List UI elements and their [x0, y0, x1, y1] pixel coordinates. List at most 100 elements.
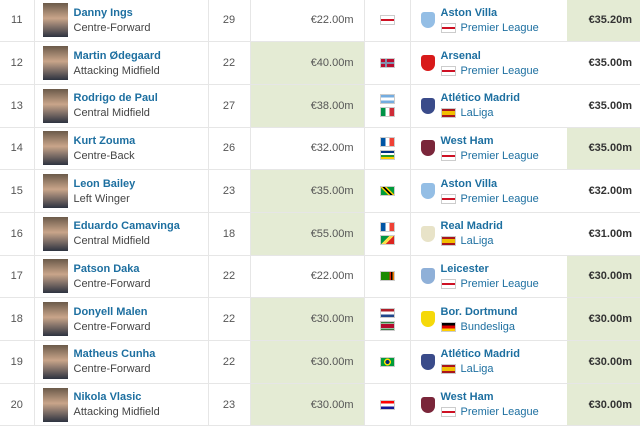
flag-netherlands-icon: [379, 307, 395, 318]
club-crest-icon[interactable]: [420, 140, 435, 157]
league-name[interactable]: Premier League: [460, 277, 539, 290]
flag-jamaica-icon: [379, 186, 395, 197]
player-name-link[interactable]: Eduardo Camavinga: [73, 220, 180, 233]
player-position: Attacking Midfield: [73, 406, 160, 419]
transfer-fee: €30.00m: [567, 383, 640, 426]
rank: 20: [0, 383, 35, 426]
player-name-link[interactable]: Danny Ings: [73, 6, 133, 19]
player-name-link[interactable]: Nikola Vlasic: [73, 391, 142, 404]
player-photo[interactable]: [42, 3, 68, 38]
table-row: 11 Danny Ings Centre-Forward 29 €22.00m …: [0, 0, 640, 43]
league-link[interactable]: LaLiga: [440, 363, 520, 376]
rank: 18: [0, 297, 35, 341]
player-photo[interactable]: [42, 174, 68, 209]
player-name-link[interactable]: Martin Ødegaard: [73, 49, 161, 62]
club-crest-icon[interactable]: [420, 97, 435, 114]
player-name-link[interactable]: Leon Bailey: [73, 177, 136, 190]
flag-croatia-icon: [379, 399, 395, 410]
rank: 13: [0, 84, 35, 128]
player-position: Attacking Midfield: [73, 64, 160, 77]
nationality-flags: [364, 340, 411, 384]
club-crest-icon[interactable]: [420, 55, 435, 72]
transfer-fee: €32.00m: [567, 169, 640, 213]
player-age: 26: [208, 127, 251, 171]
nationality-flags: [364, 383, 411, 426]
club-crest-icon[interactable]: [420, 183, 435, 200]
club-name-link[interactable]: West Ham: [440, 391, 494, 404]
club-name-link[interactable]: Atlético Madrid: [440, 92, 520, 105]
club-crest-icon[interactable]: [420, 396, 435, 413]
player-photo[interactable]: [42, 344, 68, 379]
club-crest-icon[interactable]: [420, 268, 435, 285]
player-name-link[interactable]: Kurt Zouma: [73, 134, 136, 147]
league-name[interactable]: LaLiga: [460, 107, 494, 120]
transfer-fee: €35.00m: [567, 127, 640, 171]
player-age: 23: [208, 383, 251, 426]
club-name-link[interactable]: Aston Villa: [440, 177, 498, 190]
league-link[interactable]: Premier League: [440, 21, 539, 34]
flag-england-icon: [440, 22, 456, 33]
player-name-link[interactable]: Donyell Malen: [73, 305, 148, 318]
rank: 15: [0, 169, 35, 213]
league-name[interactable]: LaLiga: [460, 363, 494, 376]
player-photo[interactable]: [42, 131, 68, 166]
nationality-flags: [364, 297, 411, 341]
player-photo[interactable]: [42, 259, 68, 294]
club-name-link[interactable]: Bor. Dortmund: [440, 305, 518, 318]
player-photo[interactable]: [42, 387, 68, 422]
player-position: Centre-Forward: [73, 363, 151, 376]
league-link[interactable]: Premier League: [440, 64, 539, 77]
nationality-flags: [364, 0, 411, 43]
flag-spain-icon: [440, 108, 456, 119]
club-crest-icon[interactable]: [420, 12, 435, 29]
club-name-link[interactable]: Real Madrid: [440, 220, 503, 233]
club-crest-icon[interactable]: [420, 353, 435, 370]
nationality-flags: [364, 255, 411, 299]
flag-spain-icon: [440, 236, 456, 247]
league-link[interactable]: Premier League: [440, 406, 539, 419]
club-name-link[interactable]: Arsenal: [440, 49, 481, 62]
flag-france-icon: [379, 222, 395, 233]
league-name[interactable]: Bundesliga: [460, 320, 515, 333]
flag-norway-icon: [379, 58, 395, 69]
flag-england-icon: [440, 407, 456, 418]
nationality-flags: [364, 212, 411, 256]
club-name-link[interactable]: Atlético Madrid: [440, 348, 520, 361]
club-name-link[interactable]: West Ham: [440, 134, 494, 147]
league-link[interactable]: Premier League: [440, 149, 539, 162]
league-name[interactable]: Premier League: [460, 64, 539, 77]
flag-argentina-icon: [379, 94, 395, 105]
league-link[interactable]: Bundesliga: [440, 320, 518, 333]
league-name[interactable]: Premier League: [460, 406, 539, 419]
market-value: €32.00m: [250, 127, 365, 171]
player-position: Central Midfield: [73, 107, 150, 120]
player-name-link[interactable]: Patson Daka: [73, 262, 140, 275]
club-crest-icon[interactable]: [420, 225, 435, 242]
league-name[interactable]: Premier League: [460, 21, 539, 34]
league-link[interactable]: LaLiga: [440, 235, 503, 248]
transfer-fee: €31.00m: [567, 212, 640, 256]
flag-england-icon: [440, 278, 456, 289]
club-name-link[interactable]: Aston Villa: [440, 6, 498, 19]
player-age: 22: [208, 340, 251, 384]
player-photo[interactable]: [42, 46, 68, 81]
table-row: 16 Eduardo Camavinga Central Midfield 18…: [0, 212, 640, 256]
market-value: €22.00m: [250, 255, 365, 299]
league-link[interactable]: Premier League: [440, 192, 539, 205]
player-age: 27: [208, 84, 251, 128]
league-name[interactable]: Premier League: [460, 192, 539, 205]
player-photo[interactable]: [42, 216, 68, 251]
player-photo[interactable]: [42, 88, 68, 123]
league-name[interactable]: Premier League: [460, 149, 539, 162]
player-name-link[interactable]: Matheus Cunha: [73, 348, 156, 361]
club-name-link[interactable]: Leicester: [440, 262, 489, 275]
club-crest-icon[interactable]: [420, 311, 435, 328]
league-link[interactable]: Premier League: [440, 277, 539, 290]
market-value: €30.00m: [250, 340, 365, 384]
player-photo[interactable]: [42, 302, 68, 337]
league-name[interactable]: LaLiga: [460, 235, 494, 248]
player-name-link[interactable]: Rodrigo de Paul: [73, 92, 158, 105]
league-link[interactable]: LaLiga: [440, 107, 520, 120]
flag-france-icon: [379, 136, 395, 147]
table-row: 18 Donyell Malen Centre-Forward 22 €30.0…: [0, 297, 640, 341]
